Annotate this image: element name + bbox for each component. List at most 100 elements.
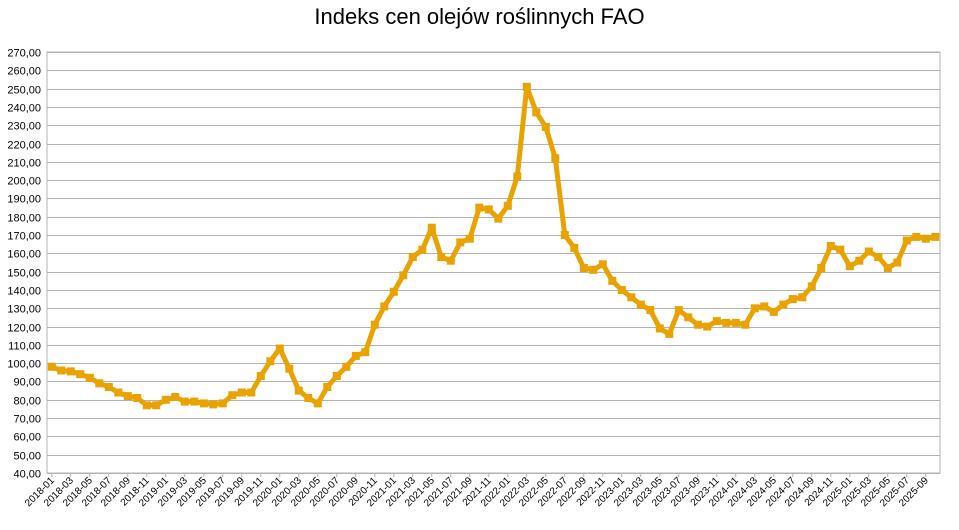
data-point xyxy=(475,203,484,212)
data-point xyxy=(418,245,427,254)
data-point xyxy=(893,258,902,267)
data-point xyxy=(598,260,607,269)
data-point xyxy=(522,82,531,91)
y-tick-label: 220,00 xyxy=(7,140,41,152)
y-tick-label: 100,00 xyxy=(7,359,41,371)
data-point xyxy=(66,367,75,376)
data-point xyxy=(76,370,85,379)
y-tick-label: 150,00 xyxy=(7,268,41,280)
data-point xyxy=(332,372,341,380)
data-point xyxy=(703,322,712,331)
data-point xyxy=(133,394,142,402)
y-tick-label: 120,00 xyxy=(7,323,41,335)
chart-title: Indeks cen olejów roślinnych FAO xyxy=(314,4,645,29)
series-line xyxy=(49,84,938,408)
y-tick-label: 270,00 xyxy=(7,48,41,60)
data-point xyxy=(218,399,227,408)
data-point xyxy=(693,320,702,329)
data-point xyxy=(465,234,474,243)
data-point xyxy=(370,320,379,329)
data-point xyxy=(323,383,332,391)
data-point xyxy=(874,253,883,261)
data-point xyxy=(627,293,636,302)
y-tick-label: 140,00 xyxy=(7,286,41,298)
data-point xyxy=(931,232,940,241)
data-point xyxy=(836,245,845,254)
data-point xyxy=(712,317,721,326)
data-point xyxy=(408,253,417,261)
data-point xyxy=(209,400,218,409)
y-tick-label: 170,00 xyxy=(7,231,41,243)
y-tick-label: 80,00 xyxy=(13,396,41,408)
data-point xyxy=(636,300,645,309)
data-point xyxy=(674,306,683,315)
data-point xyxy=(589,265,598,274)
data-point xyxy=(807,282,816,291)
y-tick-label: 230,00 xyxy=(7,121,41,133)
y-tick-label: 210,00 xyxy=(7,158,41,170)
data-point xyxy=(161,395,170,404)
data-point xyxy=(114,388,123,397)
data-point xyxy=(180,397,189,406)
data-point xyxy=(655,324,664,333)
data-point xyxy=(427,223,436,232)
data-point xyxy=(190,397,199,406)
data-point xyxy=(646,306,655,315)
data-point xyxy=(399,271,408,280)
data-point xyxy=(484,205,493,214)
data-point xyxy=(275,344,284,353)
data-point xyxy=(684,313,693,322)
data-point xyxy=(845,262,854,271)
data-point xyxy=(199,399,208,408)
data-point xyxy=(285,364,294,373)
data-point xyxy=(95,379,104,388)
data-point xyxy=(760,302,769,311)
data-point xyxy=(731,318,740,327)
data-point xyxy=(817,264,826,272)
data-point xyxy=(351,351,360,360)
y-tick-label: 50,00 xyxy=(13,451,41,463)
data-point xyxy=(532,108,541,117)
y-tick-label: 70,00 xyxy=(13,414,41,426)
y-tick-label: 40,00 xyxy=(13,469,41,481)
data-point xyxy=(722,318,731,327)
y-tick-label: 130,00 xyxy=(7,304,41,316)
y-tick-label: 240,00 xyxy=(7,103,41,115)
data-point xyxy=(579,264,588,272)
y-tick-label: 60,00 xyxy=(13,432,41,444)
data-point xyxy=(342,362,351,371)
data-point xyxy=(570,243,579,252)
y-tick-label: 160,00 xyxy=(7,249,41,261)
data-point xyxy=(912,232,921,241)
data-point xyxy=(503,201,512,210)
data-point xyxy=(85,373,94,382)
data-point xyxy=(304,394,313,402)
data-point xyxy=(779,300,788,309)
data-point xyxy=(228,391,237,400)
data-point xyxy=(560,231,569,239)
data-point xyxy=(361,348,370,357)
data-point xyxy=(294,386,303,395)
data-point xyxy=(665,329,674,338)
y-tick-label: 90,00 xyxy=(13,377,41,389)
data-point xyxy=(513,172,522,181)
y-tick-label: 200,00 xyxy=(7,176,41,188)
data-point xyxy=(769,307,778,316)
data-point xyxy=(104,383,113,391)
y-tick-label: 260,00 xyxy=(7,66,41,78)
data-point xyxy=(864,247,873,256)
data-point xyxy=(152,401,161,410)
data-point xyxy=(902,236,911,245)
data-point xyxy=(171,393,180,401)
data-point xyxy=(883,264,892,272)
data-point xyxy=(437,253,446,261)
data-point xyxy=(237,388,246,397)
plot-area xyxy=(46,51,941,474)
y-tick-label: 180,00 xyxy=(7,213,41,225)
data-point xyxy=(313,399,322,408)
y-tick-label: 110,00 xyxy=(8,341,41,353)
data-point xyxy=(608,276,617,285)
data-point xyxy=(826,242,835,250)
data-point xyxy=(266,357,275,366)
